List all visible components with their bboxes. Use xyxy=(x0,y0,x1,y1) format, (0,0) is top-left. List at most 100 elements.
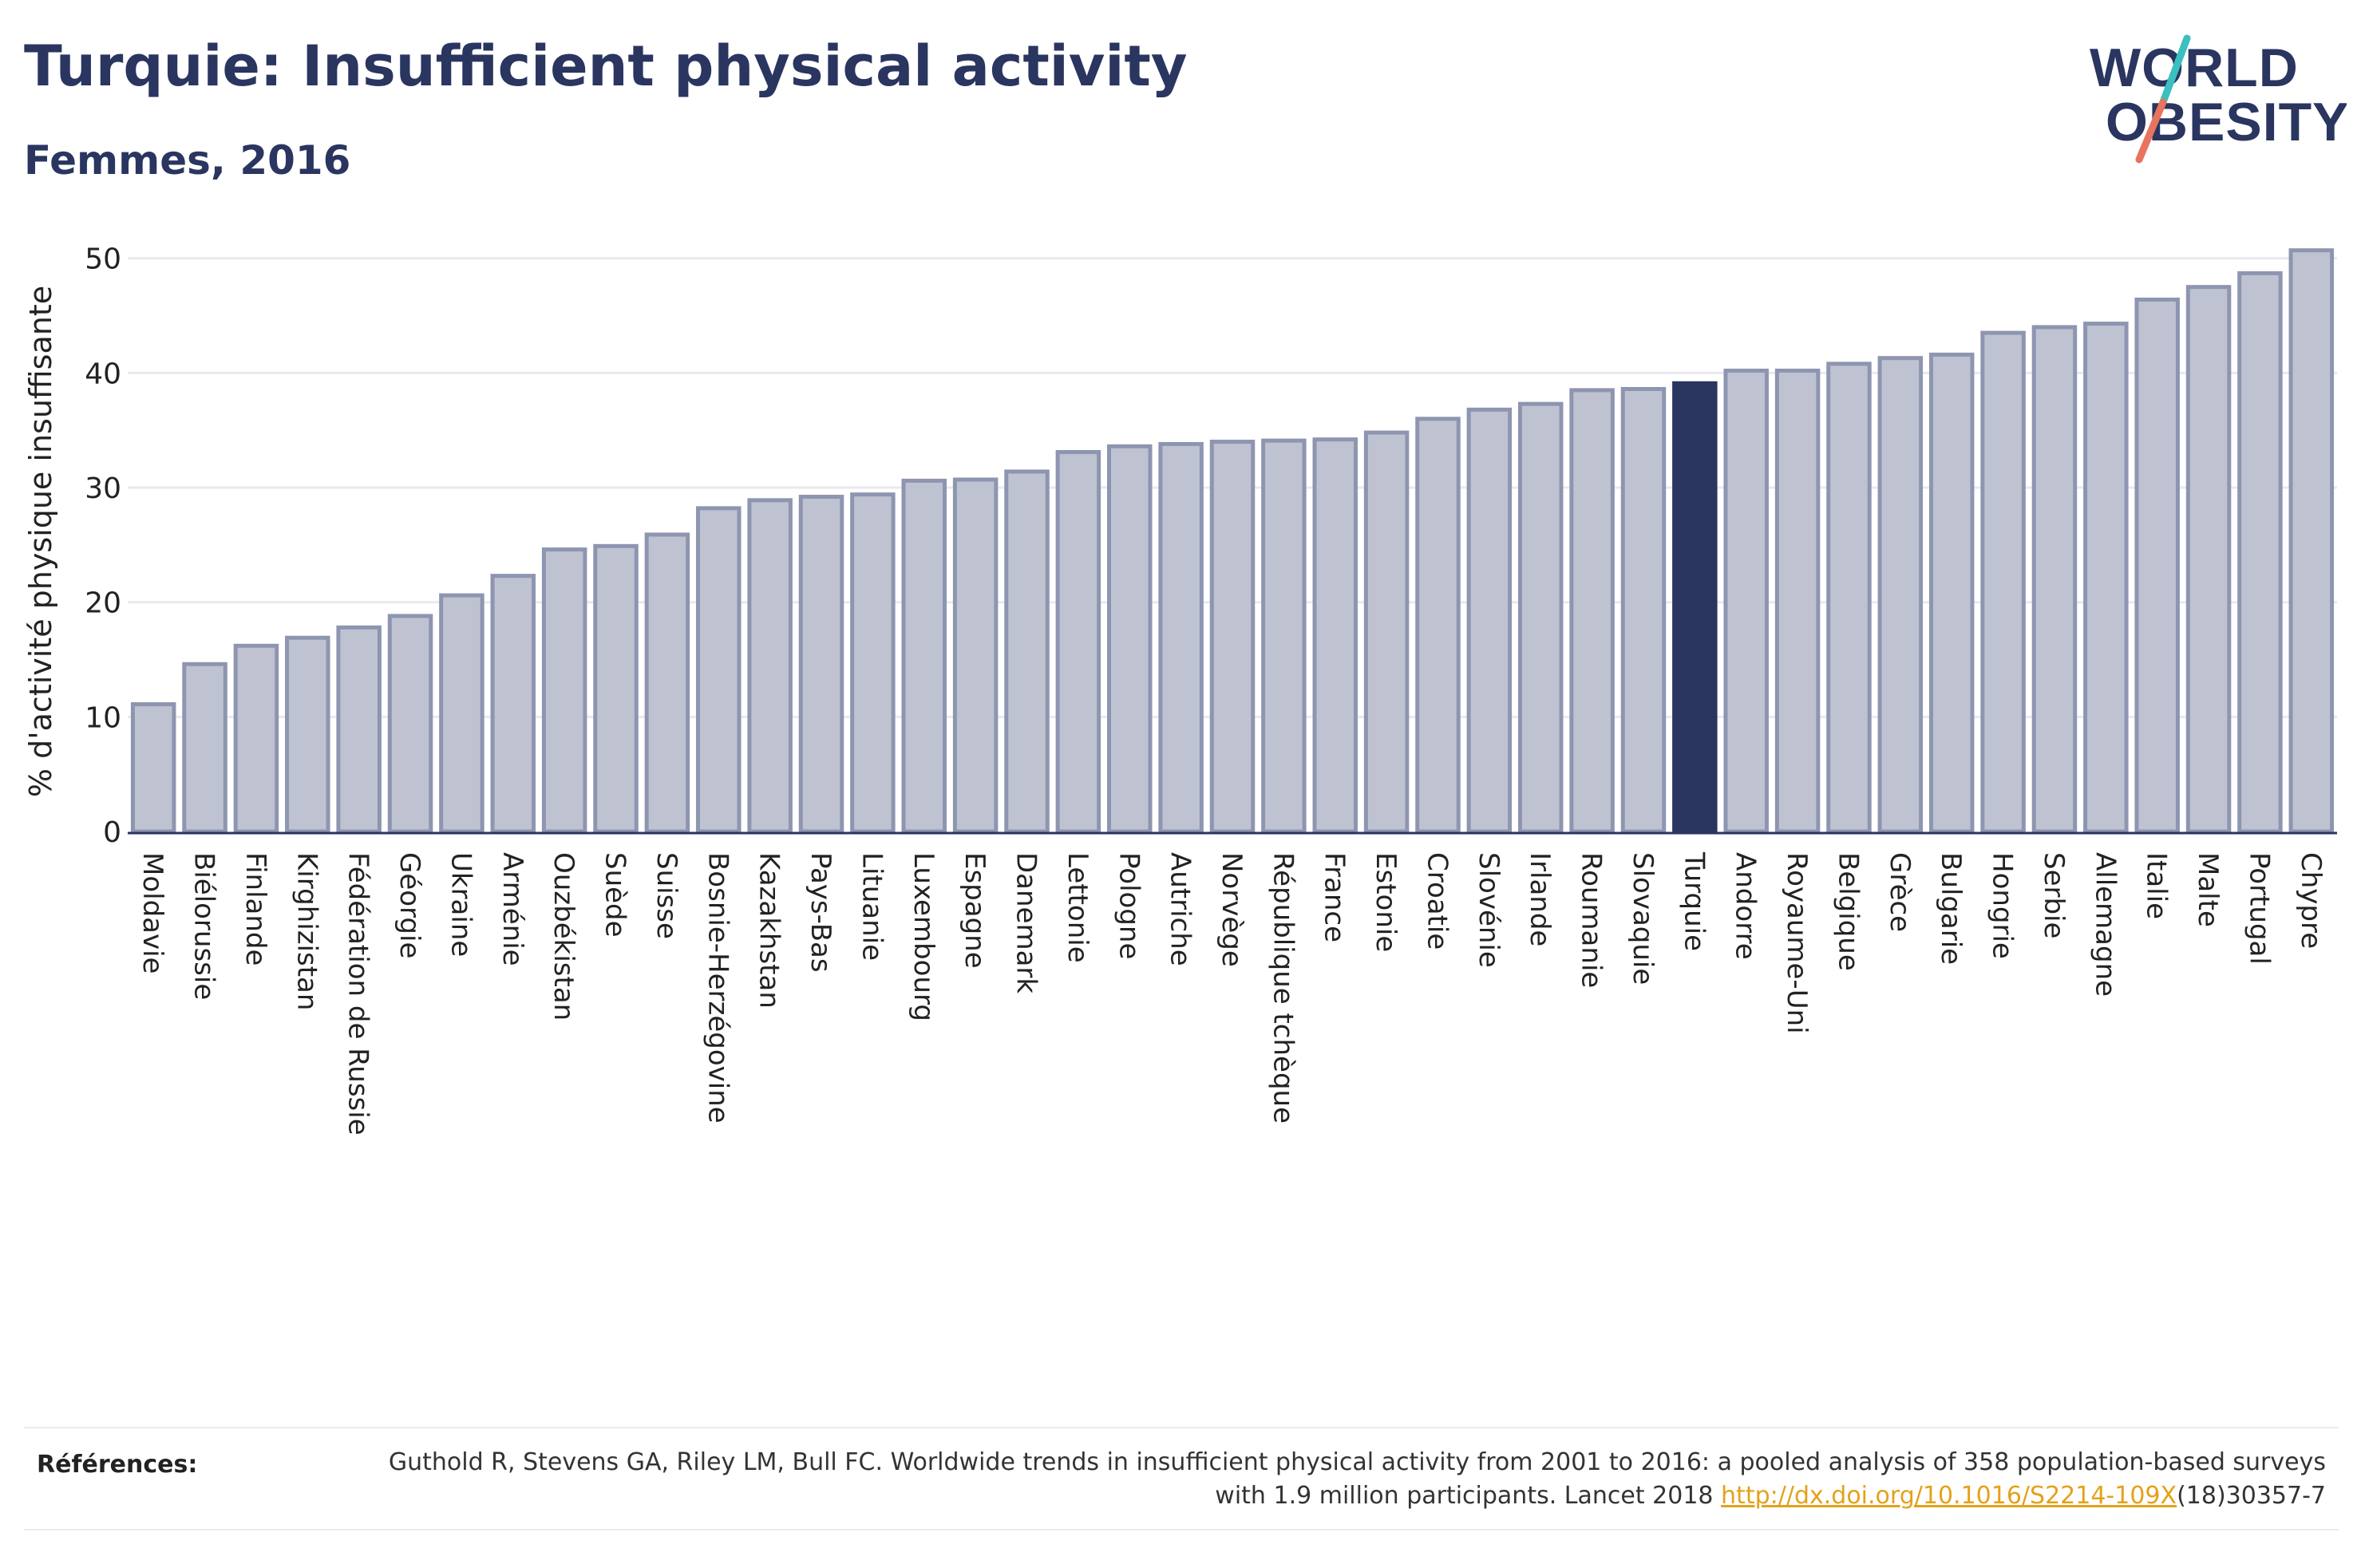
bar xyxy=(1774,369,1821,834)
x-tick-label: Kazakhstan xyxy=(753,852,785,1009)
x-tick-label: Roumanie xyxy=(1576,852,1608,988)
x-tick-label: France xyxy=(1319,852,1351,942)
bar xyxy=(1723,369,1769,834)
bar xyxy=(1517,401,1564,834)
y-axis-ticks: 0 10 20 30 40 50 xyxy=(85,243,121,849)
chart-subtitle: Femmes, 2016 xyxy=(24,137,351,184)
bar xyxy=(130,702,176,834)
x-tick-label: Autriche xyxy=(1165,852,1196,966)
x-tick-label: Moldavie xyxy=(136,852,168,974)
x-tick-label: Lituanie xyxy=(856,852,888,961)
bar xyxy=(2237,271,2283,834)
bar xyxy=(1826,361,1872,834)
y-tick-label: 20 xyxy=(85,587,121,620)
x-tick-label: Allemagne xyxy=(2089,852,2121,997)
x-tick-label: Malte xyxy=(2192,852,2224,927)
x-tick-label: Fédération de Russie xyxy=(342,852,374,1136)
bar xyxy=(1055,450,1101,834)
x-tick-label: Turquie xyxy=(1678,851,1710,951)
bar-chart: 0 10 20 30 40 50 Moldavie Biélorussie Finlande K… xyxy=(23,243,2337,1136)
x-tick-label: Belgique xyxy=(1832,852,1864,971)
references-citation: Guthold R, Stevens GA, Riley LM, Bull FC… xyxy=(330,1446,2326,1513)
x-tick-label: Géorgie xyxy=(394,852,425,958)
bar xyxy=(1415,417,1461,834)
bar xyxy=(1928,352,1975,834)
bar xyxy=(593,543,639,834)
x-tick-label: Espagne xyxy=(959,852,991,969)
y-tick-label: 30 xyxy=(85,472,121,505)
x-tick-label: Norvège xyxy=(1216,852,1248,967)
citation-suffix: (18)30357-7 xyxy=(2177,1482,2326,1510)
bar xyxy=(439,593,484,834)
bar xyxy=(2288,248,2335,834)
bar xyxy=(1209,440,1256,834)
x-tick-label: Andorre xyxy=(1730,852,1762,960)
logo-slash-coral xyxy=(2135,98,2167,164)
bar xyxy=(2185,285,2232,834)
x-tick-label: Lettonie xyxy=(1062,852,1093,963)
x-tick-label: Irlande xyxy=(1524,852,1556,946)
bar xyxy=(850,492,896,834)
x-tick-label: Kirghizistan xyxy=(291,852,322,1010)
y-tick-label: 50 xyxy=(85,243,121,276)
references-section: Références: Guthold R, Stevens GA, Riley… xyxy=(24,1427,2339,1530)
x-tick-label: Slovaquie xyxy=(1627,852,1659,985)
y-tick-label: 10 xyxy=(85,701,121,734)
references-label: Références: xyxy=(37,1451,198,1479)
bar xyxy=(233,643,279,834)
bars xyxy=(130,248,2335,834)
x-tick-label: Biélorussie xyxy=(188,852,220,1000)
doi-link[interactable]: http://dx.doi.org/10.1016/S2214-109X xyxy=(1721,1482,2177,1510)
x-tick-label: Estonie xyxy=(1370,852,1402,952)
x-tick-label: Ouzbékistan xyxy=(548,852,579,1021)
bar xyxy=(1620,386,1667,834)
bar xyxy=(798,495,844,834)
y-tick-label: 40 xyxy=(85,357,121,390)
y-axis-title: % d'activité physique insuffisante xyxy=(23,286,58,797)
x-tick-label: Croatie xyxy=(1421,852,1453,950)
bar xyxy=(1672,381,1718,834)
x-tick-label: Suède xyxy=(599,852,631,938)
logo-slash-teal xyxy=(2159,34,2191,106)
y-tick-label: 0 xyxy=(103,816,121,849)
bar xyxy=(285,635,330,834)
x-tick-label: Pays-Bas xyxy=(805,852,836,973)
bar xyxy=(1261,438,1307,834)
bar xyxy=(696,506,742,834)
x-tick-label: Serbie xyxy=(2038,852,2070,938)
bar xyxy=(2031,325,2078,834)
bar xyxy=(490,574,536,834)
bar xyxy=(644,532,690,834)
bar xyxy=(1107,444,1153,834)
bar xyxy=(182,662,227,834)
logo-line-1: WORLD xyxy=(2090,38,2299,98)
bar xyxy=(1569,388,1615,834)
bar xyxy=(1466,407,1513,834)
x-axis-labels: Moldavie Biélorussie Finlande Kirghizistan F… xyxy=(136,851,2327,1136)
x-tick-label: Grèce xyxy=(1884,852,1916,932)
bar xyxy=(387,614,433,834)
citation-text: Guthold R, Stevens GA, Riley LM, Bull FC… xyxy=(388,1448,2326,1510)
x-tick-label: Bosnie-Herzégovine xyxy=(702,852,734,1124)
x-tick-label: Portugal xyxy=(2243,852,2275,965)
x-tick-label: Bulgarie xyxy=(1935,852,1967,965)
bar xyxy=(1312,437,1358,834)
bar xyxy=(952,477,999,834)
x-tick-label: Pologne xyxy=(1113,852,1145,959)
bar xyxy=(2083,322,2129,834)
bar xyxy=(541,547,587,834)
bar xyxy=(1363,430,1410,834)
x-tick-label: Hongrie xyxy=(1987,852,2019,959)
bar xyxy=(1004,469,1050,834)
bar xyxy=(1980,330,2026,834)
bar xyxy=(2134,297,2180,834)
x-tick-label: Luxembourg xyxy=(908,852,939,1021)
bar xyxy=(747,498,793,834)
bar xyxy=(1877,356,1924,834)
x-tick-label: Arménie xyxy=(496,852,528,966)
x-tick-label: Suisse xyxy=(651,852,682,939)
world-obesity-logo: WORLD OBESITY xyxy=(2090,34,2347,164)
x-tick-label: Ukraine xyxy=(445,852,477,957)
bar xyxy=(1158,441,1204,834)
x-tick-label: République tchèque xyxy=(1267,852,1299,1124)
